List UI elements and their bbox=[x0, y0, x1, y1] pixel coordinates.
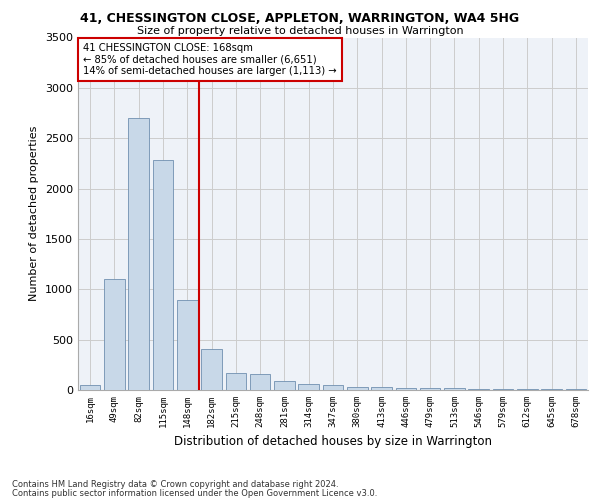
Text: Size of property relative to detached houses in Warrington: Size of property relative to detached ho… bbox=[137, 26, 463, 36]
Bar bbox=[371, 387, 392, 390]
Bar bbox=[152, 160, 173, 390]
Bar bbox=[420, 388, 440, 390]
Bar bbox=[80, 385, 100, 390]
Bar bbox=[201, 348, 222, 390]
Y-axis label: Number of detached properties: Number of detached properties bbox=[29, 126, 40, 302]
Bar bbox=[298, 384, 319, 390]
Bar bbox=[395, 388, 416, 390]
Bar bbox=[469, 389, 489, 390]
Bar bbox=[128, 118, 149, 390]
X-axis label: Distribution of detached houses by size in Warrington: Distribution of detached houses by size … bbox=[174, 436, 492, 448]
Bar bbox=[177, 300, 197, 390]
Text: Contains public sector information licensed under the Open Government Licence v3: Contains public sector information licen… bbox=[12, 489, 377, 498]
Bar bbox=[250, 374, 271, 390]
Bar bbox=[104, 279, 125, 390]
Bar bbox=[493, 389, 514, 390]
Bar bbox=[347, 387, 368, 390]
Bar bbox=[226, 373, 246, 390]
Bar bbox=[444, 388, 465, 390]
Text: 41 CHESSINGTON CLOSE: 168sqm
← 85% of detached houses are smaller (6,651)
14% of: 41 CHESSINGTON CLOSE: 168sqm ← 85% of de… bbox=[83, 43, 337, 76]
Text: 41, CHESSINGTON CLOSE, APPLETON, WARRINGTON, WA4 5HG: 41, CHESSINGTON CLOSE, APPLETON, WARRING… bbox=[80, 12, 520, 26]
Text: Contains HM Land Registry data © Crown copyright and database right 2024.: Contains HM Land Registry data © Crown c… bbox=[12, 480, 338, 489]
Bar bbox=[323, 386, 343, 390]
Bar bbox=[274, 381, 295, 390]
